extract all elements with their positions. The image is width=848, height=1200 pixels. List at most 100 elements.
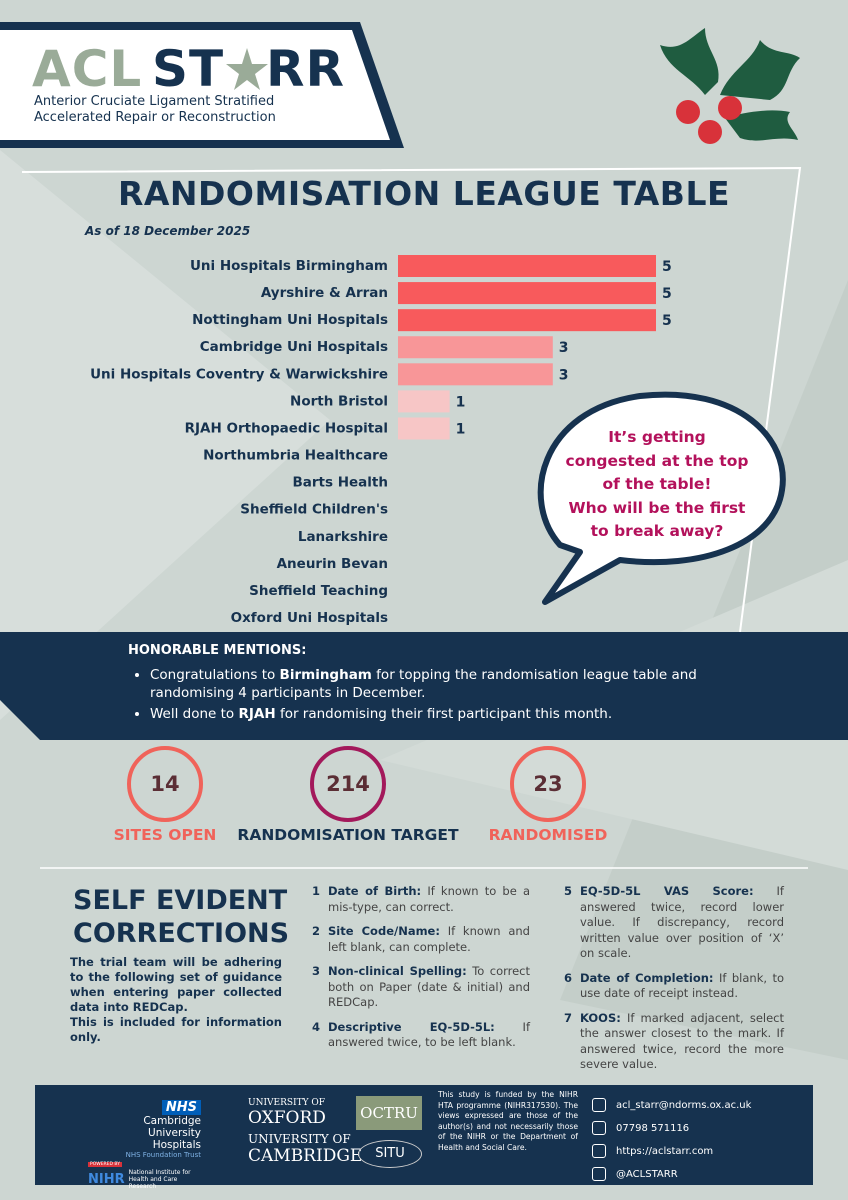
corrections-title: SELF EVIDENT CORRECTIONS [73, 884, 289, 950]
contact-icon [592, 1167, 606, 1181]
correction-item: 6 Date of Completion: If blank, to use da… [564, 971, 784, 1002]
category-label: Northumbria Healthcare [203, 448, 388, 464]
mention-text: Well done to [150, 706, 239, 722]
correction-item: 5 EQ-5D-5L VAS Score: If answered twice, … [564, 884, 784, 962]
stat-circle: 14 [127, 746, 203, 822]
correction-item: 7 KOOS: If marked adjacent, select the an… [564, 1011, 784, 1073]
item-number: 5 [564, 884, 573, 898]
contact-icon [592, 1144, 606, 1158]
oxford-logo: UNIVERSITY OF OXFORD UNIVERSITY OF CAMBR… [222, 1098, 362, 1166]
item-text: To correct both on Paper (date & initial… [328, 964, 531, 1009]
stat-label: RANDOMISED [488, 826, 608, 844]
holly-berry [698, 120, 722, 144]
holly [660, 28, 800, 144]
logo-rr: RR [266, 40, 346, 98]
item-text: If blank, to use date of receipt instead… [580, 970, 785, 1001]
mention-item: Well done to RJAH for randomising their … [150, 705, 748, 723]
holly-berry [718, 96, 742, 120]
category-label: Uni Hospitals Coventry & Warwickshire [90, 366, 388, 382]
tagline: Anterior Cruciate Ligament Stratified [34, 94, 275, 109]
mentions: HONORABLE MENTIONS: Congratulations to B… [128, 642, 748, 726]
chart-subtitle: As of 18 December 2025 [85, 224, 251, 238]
bar [398, 390, 450, 413]
intro-text: The trial team will be adhering to the f… [70, 955, 282, 1014]
item-term: Non-clinical Spelling: [328, 964, 467, 978]
value-label: 5 [662, 259, 672, 275]
category-label: Aneurin Bevan [277, 556, 388, 572]
stat-label: SITES OPEN [113, 826, 217, 844]
header-panel [0, 30, 390, 140]
correction-item: 3 Non-clinical Spelling: To correct both … [312, 964, 530, 1011]
value-label: 3 [559, 340, 569, 356]
mention-text: for randomising their first participant … [275, 706, 613, 722]
category-label: Ayrshire & Arran [261, 285, 388, 301]
cuh-name: University Hospitals [148, 1127, 201, 1151]
item-body: KOOS: If marked adjacent, select the ans… [580, 1011, 784, 1073]
annotation-line: congested at the top [565, 451, 749, 470]
item-body: Date of Birth: If known to be a mis-type… [328, 884, 530, 915]
logo-st: ST [152, 40, 225, 98]
stat-value: 214 [326, 772, 370, 796]
mentions-title: HONORABLE MENTIONS: [128, 643, 307, 658]
category-label: Oxford Uni Hospitals [231, 610, 388, 626]
contact-icon [592, 1121, 606, 1135]
corrections-title-line: SELF EVIDENT [73, 885, 288, 916]
item-term: EQ-5D-5L VAS Score: [580, 884, 754, 898]
nhs-badge: NHS [161, 1100, 201, 1115]
item-term: Date of Birth: [328, 884, 422, 898]
cuh-logo: NHS Cambridge University Hospitals NHS F… [115, 1096, 201, 1159]
nihr-logo: POWERED BY NIHR National Institute for H… [88, 1150, 208, 1190]
bubble-shape [537, 391, 786, 605]
item-body: Site Code/Name: If known and left blank,… [328, 924, 530, 955]
contacts: acl_starr@ndorms.ox.ac.uk 07798 571116 htt… [592, 1094, 802, 1186]
stat-circle: 23 [510, 746, 586, 822]
corrections-column: 1 Date of Birth: If known to be a mis-typ… [312, 884, 530, 1060]
category-label: RJAH Orthopaedic Hospital [185, 420, 388, 436]
correction-item: 2 Site Code/Name: If known and left blank… [312, 924, 530, 955]
oxford-line: UNIVERSITY OF [248, 1098, 326, 1108]
speech-bubble [537, 391, 786, 605]
mentions-band [0, 632, 848, 740]
bar [398, 282, 656, 305]
item-body: Non-clinical Spelling: To correct both o… [328, 964, 530, 1011]
nihr-name: National Institute for Health and Care R… [128, 1169, 191, 1190]
correction-item: 1 Date of Birth: If known to be a mis-typ… [312, 884, 530, 915]
item-number: 3 [312, 964, 321, 978]
contact-row: 07798 571116 [592, 1117, 802, 1139]
item-body: Descriptive EQ-5D-5L: If answered twice,… [328, 1020, 530, 1051]
item-term: Date of Completion: [580, 970, 714, 985]
stat-label: RANDOMISATION TARGET [237, 826, 459, 844]
oxford-line: OXFORD [248, 1108, 326, 1128]
contact-text: 07798 571116 [616, 1122, 690, 1134]
contact-row: acl_starr@ndorms.ox.ac.uk [592, 1094, 802, 1116]
item-body: Date of Completion: If blank, to use dat… [580, 971, 784, 1002]
mention-bold: Birmingham [279, 667, 372, 683]
mentions-list: Congratulations to Birmingham for toppin… [128, 666, 748, 723]
category-label: Sheffield Children's [240, 502, 388, 518]
item-term: Descriptive EQ-5D-5L: [328, 1019, 495, 1034]
corrections-column: 5 EQ-5D-5L VAS Score: If answered twice, … [564, 884, 784, 1082]
item-term: KOOS: [580, 1010, 621, 1025]
chart-title: RANDOMISATION LEAGUE TABLE [117, 174, 731, 213]
corrections-intro: The trial team will be adhering to the f… [70, 955, 282, 1045]
logo-acl: ACL [32, 40, 143, 98]
annotation-line: Who will be the first [568, 498, 746, 517]
mention-text: for topping the randomisation league tab… [150, 667, 697, 701]
annotation-line: to break away? [590, 522, 724, 540]
annotation-line: It’s getting [608, 428, 706, 446]
item-term: Site Code/Name: [328, 924, 440, 938]
category-label: Uni Hospitals Birmingham [190, 258, 388, 274]
cambridge-line: CAMBRIDGE [248, 1146, 363, 1166]
item-text: If known to be a mis-type, can correct. [328, 884, 530, 914]
contact-text: acl_starr@ndorms.ox.ac.uk [616, 1099, 752, 1111]
holly-leaf [660, 28, 719, 95]
bar [398, 336, 553, 359]
contact-text: @ACLSTARR [616, 1168, 678, 1180]
bar [398, 255, 656, 277]
value-label: 1 [456, 421, 466, 437]
mention-text: Congratulations to [150, 667, 280, 683]
category-label: Nottingham Uni Hospitals [192, 312, 388, 328]
value-label: 5 [662, 286, 672, 302]
